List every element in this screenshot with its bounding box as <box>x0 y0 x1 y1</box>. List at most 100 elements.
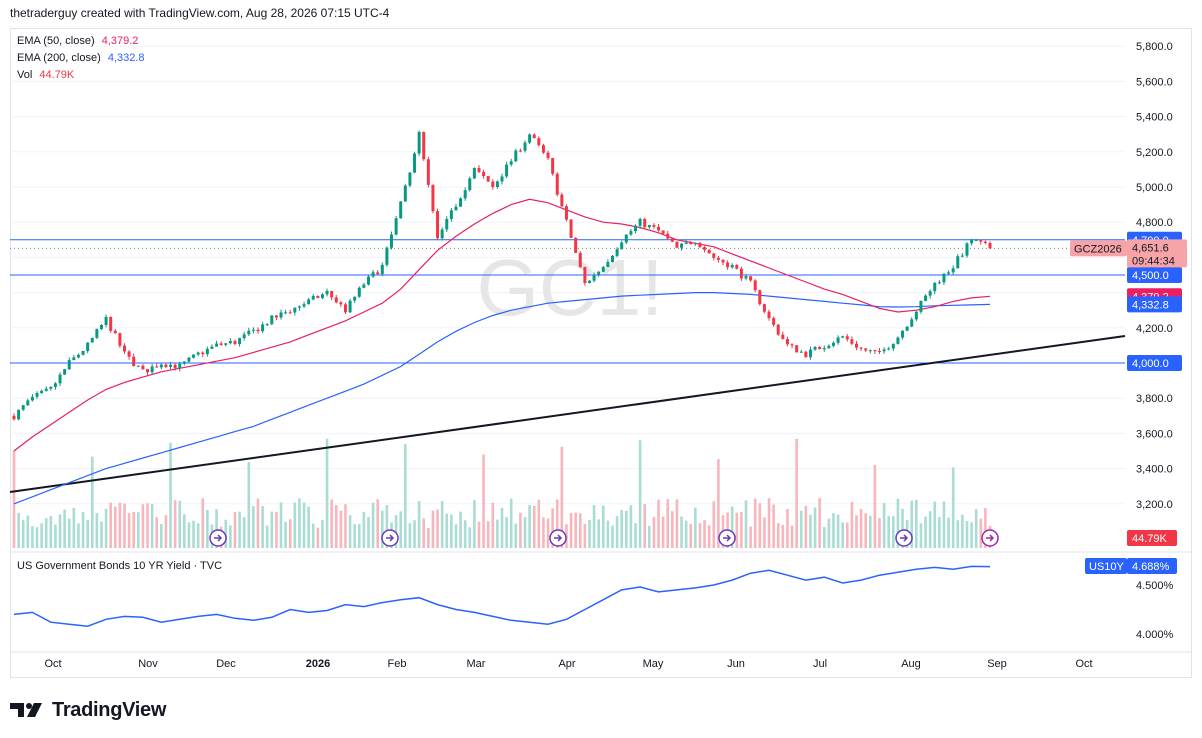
candle-body <box>495 181 499 188</box>
volume-bar <box>864 513 867 548</box>
volume-bar <box>21 519 25 548</box>
candle-body <box>436 211 440 239</box>
candle-body <box>146 369 150 373</box>
legend-vol[interactable]: Vol 44.79K <box>17 69 74 81</box>
volume-bar <box>196 523 200 548</box>
candle-body <box>371 272 375 277</box>
price-tick-label: 5,200.0 <box>1136 147 1173 159</box>
volume-bar <box>574 512 577 548</box>
price-tick-label: 3,400.0 <box>1136 464 1173 476</box>
candle-body <box>827 345 831 349</box>
legend-ema50[interactable]: EMA (50, close) 4,379.2 <box>17 35 138 47</box>
volume-bar <box>749 526 752 548</box>
candle-body <box>307 299 311 305</box>
candle-body <box>334 297 338 303</box>
volume-bar <box>892 516 895 548</box>
volume-bar <box>491 502 495 548</box>
price-axis-badge <box>1127 267 1182 283</box>
volume-bar <box>970 522 973 548</box>
candle-body <box>859 347 863 349</box>
volume-bar <box>684 520 688 548</box>
candle-body <box>698 242 702 248</box>
candle-body <box>109 316 113 331</box>
candle-body <box>583 266 587 283</box>
event-arrow-icon <box>554 534 563 542</box>
candle-body <box>730 265 734 268</box>
volume-bar <box>657 499 660 548</box>
volume-bar <box>173 500 177 548</box>
candle-body <box>376 272 380 275</box>
volume-bar <box>35 527 39 548</box>
candle-body <box>587 280 591 283</box>
volume-bar <box>671 511 674 548</box>
candle-body <box>919 300 923 312</box>
volume-bar <box>77 523 80 548</box>
last-price-text: 4,651.6 <box>1132 242 1169 254</box>
candle-body <box>523 142 527 151</box>
volume-bar <box>311 523 315 548</box>
volume-bar <box>611 525 614 548</box>
candle-body <box>413 153 417 173</box>
volume-bar <box>947 517 950 548</box>
volume-bar <box>137 512 140 548</box>
candle-body <box>390 234 394 248</box>
candle-body <box>808 349 812 358</box>
price-axis-badge-text: 4,332.8 <box>1132 299 1169 311</box>
volume-bar <box>519 512 522 548</box>
volume-bar <box>463 520 467 548</box>
time-tick-label: Feb <box>388 658 407 670</box>
legend-ema200[interactable]: EMA (200, close) 4,332.8 <box>17 52 145 64</box>
volume-bar <box>509 498 513 548</box>
volume-bar <box>67 518 71 548</box>
candle-body <box>624 234 628 243</box>
candle-body <box>233 340 237 344</box>
candle-body <box>192 354 196 358</box>
candle-body <box>610 255 614 263</box>
candle-body <box>684 242 688 244</box>
candle-body <box>537 138 541 146</box>
candle-body <box>928 291 932 296</box>
volume-bar <box>201 498 205 548</box>
legend-ema200-value: 4,332.8 <box>107 52 145 64</box>
volume-bar <box>86 519 89 548</box>
candle-body <box>841 336 845 338</box>
candle-body <box>477 167 481 172</box>
volume-bar <box>486 521 490 548</box>
candle-body <box>44 388 48 391</box>
candle-body <box>173 364 177 369</box>
volume-bar <box>265 525 269 548</box>
candle-body <box>17 409 21 420</box>
candle-body <box>155 366 159 368</box>
volume-bar <box>588 519 591 548</box>
volume-bar <box>730 506 734 548</box>
candle-body <box>933 282 937 292</box>
volume-bar <box>242 517 246 548</box>
candle-body <box>201 352 205 355</box>
candle-body <box>288 312 292 314</box>
candle-body <box>629 231 633 235</box>
volume-bar <box>528 505 531 548</box>
candle-body <box>541 145 545 153</box>
candle-body <box>127 351 131 357</box>
candle-body <box>159 364 163 368</box>
volume-bar <box>781 524 785 548</box>
candle-body <box>169 364 173 368</box>
volume-bar <box>620 509 623 548</box>
volume-bar <box>896 498 900 548</box>
candle-body <box>459 198 463 207</box>
price-axis-badge <box>1127 296 1182 313</box>
volume-bar <box>634 523 637 548</box>
time-tick-label: Oct <box>1075 658 1092 670</box>
candle-body <box>86 342 90 351</box>
lower-pane-title[interactable]: US Government Bonds 10 YR Yield · TVC <box>17 560 223 572</box>
volume-bar <box>293 502 297 548</box>
volume-bar <box>63 509 66 548</box>
candle-body <box>772 318 776 325</box>
candle-body <box>965 243 969 256</box>
candle-body <box>864 348 868 351</box>
candle-body <box>141 365 145 370</box>
volume-bar <box>804 505 808 548</box>
tradingview-footer[interactable]: TradingView <box>10 698 166 722</box>
volume-bar <box>845 522 849 548</box>
